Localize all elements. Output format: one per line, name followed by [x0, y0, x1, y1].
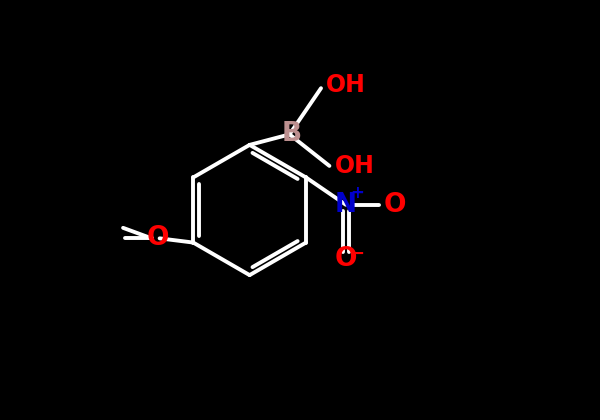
- Text: B: B: [281, 121, 302, 147]
- Text: N: N: [335, 192, 357, 218]
- Text: OH: OH: [326, 73, 366, 97]
- Text: −: −: [349, 245, 364, 263]
- Text: O: O: [335, 247, 357, 272]
- Text: O: O: [383, 192, 406, 218]
- Text: OH: OH: [334, 154, 374, 178]
- Text: O: O: [146, 226, 169, 251]
- Text: +: +: [351, 184, 365, 202]
